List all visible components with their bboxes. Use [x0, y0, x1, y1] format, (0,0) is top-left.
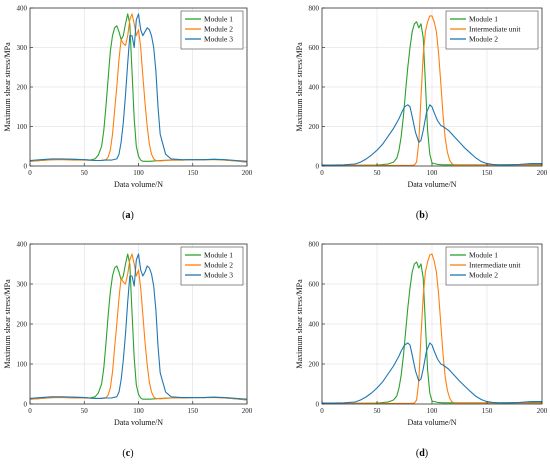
legend-label: Module 3 — [204, 271, 233, 280]
x-tick-label: 200 — [242, 169, 253, 177]
x-axis-label: Data volume/N — [407, 180, 456, 189]
legend-label: Module 1 — [204, 251, 233, 260]
y-tick-label: 400 — [17, 241, 28, 249]
y-tick-label: 200 — [17, 84, 28, 92]
series-line-module-1 — [322, 21, 542, 166]
y-axis-label: Maximum shear stress/MPa — [3, 42, 12, 132]
legend-box — [445, 10, 539, 50]
legend-label: Module 2 — [469, 271, 498, 280]
series-line-module-1 — [322, 261, 542, 404]
x-tick-label: 0 — [320, 169, 324, 177]
x-tick-label: 150 — [188, 169, 199, 177]
legend-label: Module 3 — [204, 35, 233, 44]
series-line-module-2 — [322, 342, 542, 404]
y-axis-label: Maximum shear stress/MPa — [295, 42, 304, 132]
chart-c: 0 50 100 150 200 0 100 200 300 400 Data volume/N Ma… — [3, 241, 253, 460]
x-tick-label: 200 — [537, 169, 548, 177]
x-tick-label: 0 — [320, 407, 324, 415]
chart-d: 0 50 100 150 200 0 200 400 600 800 Data volume/N Ma… — [295, 241, 548, 460]
y-tick-label: 0 — [316, 163, 320, 171]
legend-label: Module 1 — [204, 15, 233, 24]
y-tick-label: 600 — [309, 281, 320, 289]
legend-label: Module 2 — [204, 25, 233, 34]
panel-caption: (c) — [122, 448, 133, 459]
x-tick-label: 150 — [188, 407, 199, 415]
y-tick-label: 200 — [309, 123, 320, 131]
y-tick-label: 200 — [309, 361, 320, 369]
x-tick-label: 100 — [133, 407, 144, 415]
y-tick-label: 400 — [309, 84, 320, 92]
y-axis-label: Maximum shear stress/MPa — [3, 279, 12, 369]
panel-caption: (a) — [122, 210, 134, 221]
x-tick-label: 50 — [81, 169, 89, 177]
y-tick-label: 0 — [24, 401, 28, 409]
legend-label: Module 1 — [469, 251, 498, 260]
legend-label: Module 2 — [204, 261, 233, 270]
series-line-intermediate-unit — [322, 15, 542, 166]
legend-label: Intermediate unit — [469, 261, 521, 270]
y-tick-label: 0 — [24, 163, 28, 171]
y-tick-label: 100 — [17, 361, 28, 369]
legend-label: Intermediate unit — [469, 25, 521, 34]
chart-b: 0 50 100 150 200 0 200 400 600 800 Data volume/N Ma… — [295, 5, 548, 222]
y-tick-label: 600 — [309, 44, 320, 52]
x-tick-label: 50 — [81, 407, 89, 415]
x-tick-label: 0 — [28, 169, 32, 177]
legend-box — [180, 10, 244, 50]
x-tick-label: 200 — [537, 407, 548, 415]
x-tick-label: 100 — [427, 407, 438, 415]
x-tick-label: 200 — [242, 407, 253, 415]
y-tick-label: 300 — [17, 44, 28, 52]
series-line-module-3 — [29, 13, 248, 162]
y-axis-label: Maximum shear stress/MPa — [295, 279, 304, 369]
legend-label: Module 1 — [469, 15, 498, 24]
y-tick-label: 400 — [17, 5, 28, 13]
y-tick-label: 200 — [17, 321, 28, 329]
series-line-intermediate-unit — [322, 253, 542, 404]
x-tick-label: 100 — [133, 169, 144, 177]
legend-box — [445, 246, 539, 286]
chart-a: 0 50 100 150 200 0 100 200 300 400 Data volume/N Ma… — [3, 5, 253, 222]
y-tick-label: 0 — [316, 401, 320, 409]
legend-label: Module 2 — [469, 35, 498, 44]
y-tick-label: 100 — [17, 123, 28, 131]
y-tick-label: 400 — [309, 321, 320, 329]
x-tick-label: 50 — [374, 169, 382, 177]
x-tick-label: 0 — [28, 407, 32, 415]
x-axis-label: Data volume/N — [114, 180, 163, 189]
panel-caption: (b) — [416, 210, 428, 221]
x-axis-label: Data volume/N — [114, 418, 163, 427]
y-tick-label: 300 — [17, 281, 28, 289]
y-tick-label: 800 — [309, 241, 320, 249]
x-tick-label: 150 — [482, 169, 493, 177]
x-axis-label: Data volume/N — [407, 418, 456, 427]
y-tick-label: 800 — [309, 5, 320, 13]
x-tick-label: 100 — [427, 169, 438, 177]
x-tick-label: 50 — [374, 407, 382, 415]
x-tick-label: 150 — [482, 407, 493, 415]
series-line-module-2 — [322, 104, 542, 166]
legend-box — [180, 246, 244, 286]
series-line-module-3 — [29, 253, 248, 400]
panel-caption: (d) — [416, 448, 428, 459]
